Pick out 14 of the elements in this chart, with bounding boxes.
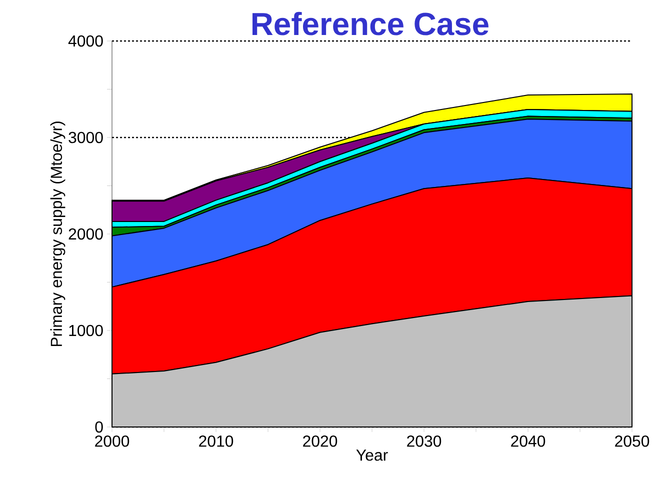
x-tick-label: 2020 bbox=[303, 436, 338, 447]
x-axis-title: Year bbox=[356, 450, 388, 461]
y-tick-label: 3000 bbox=[68, 132, 103, 144]
y-axis-title: Primary energy supply (Mtoe/yr) bbox=[50, 122, 66, 346]
y-tick-label: 1000 bbox=[69, 324, 103, 336]
x-tick-label: 2040 bbox=[511, 436, 546, 447]
x-tick-label: 2000 bbox=[95, 436, 130, 447]
y-tick-label: 0 bbox=[95, 421, 103, 433]
x-tick-label: 2050 bbox=[615, 436, 650, 447]
x-tick-label: 2010 bbox=[199, 436, 234, 447]
y-tick-label: 2000 bbox=[68, 228, 103, 240]
chart-title: Reference Case bbox=[252, 12, 488, 36]
y-tick-label: 4000 bbox=[68, 35, 103, 47]
x-tick-label: 2030 bbox=[407, 436, 442, 447]
